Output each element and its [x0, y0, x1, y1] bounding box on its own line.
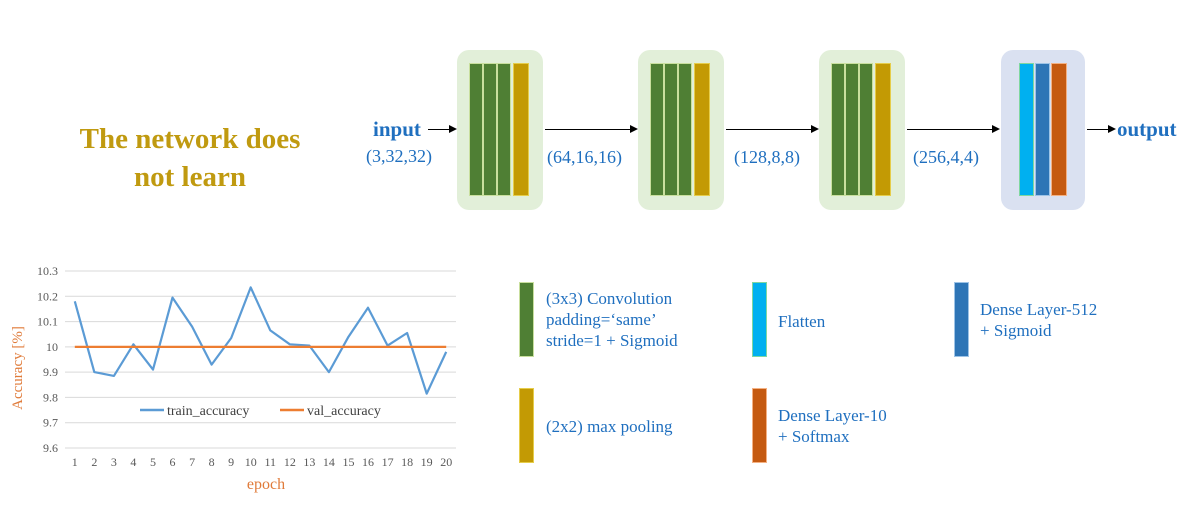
- x-tick-label: 10: [245, 455, 257, 469]
- shape-label-2: (128,8,8): [734, 147, 800, 167]
- legend-label-train_accuracy: train_accuracy: [167, 404, 249, 419]
- y-tick-label: 10: [46, 340, 58, 354]
- x-tick-label: 20: [440, 455, 452, 469]
- x-tick-label: 2: [91, 455, 97, 469]
- x-axis-label: epoch: [247, 476, 285, 493]
- pool-legend-text: (2x2) max pooling: [546, 416, 673, 437]
- y-tick-label: 9.6: [43, 441, 58, 455]
- arrow-3-4: [907, 125, 1000, 133]
- x-tick-label: 1: [72, 455, 78, 469]
- dense-block: [1001, 50, 1085, 210]
- conv-swatch: [519, 282, 534, 357]
- flatten-legend-line: Flatten: [778, 312, 826, 331]
- y-axis-label: Accuracy [%]: [10, 326, 26, 410]
- conv-legend-line: padding=‘same’: [546, 310, 657, 329]
- conv-layer: [859, 63, 873, 196]
- input-arrow: [428, 125, 457, 133]
- dense10-legend-line: + Softmax: [778, 427, 850, 446]
- dense10-swatch: [752, 388, 767, 463]
- chart-legend: train_accuracy val_accuracy: [140, 404, 381, 419]
- shape-label-input: (3,32,32): [366, 146, 432, 166]
- x-tick-label: 11: [264, 455, 276, 469]
- pool-layer: [694, 63, 710, 196]
- shape-label-3: (256,4,4): [913, 147, 979, 167]
- x-tick-label: 12: [284, 455, 296, 469]
- x-tick-label: 9: [228, 455, 234, 469]
- series-line-train_accuracy: [73, 286, 448, 395]
- conv-layer: [497, 63, 511, 196]
- shape-label-1: (64,16,16): [547, 147, 622, 167]
- y-tick-label: 10.3: [37, 264, 58, 278]
- conv-block-3: [819, 50, 905, 210]
- x-tick-label: 15: [342, 455, 354, 469]
- pool-layer: [513, 63, 529, 196]
- y-tick-label: 9.8: [43, 390, 58, 404]
- x-tick-label: 7: [189, 455, 195, 469]
- legend-label-val_accuracy: val_accuracy: [307, 404, 381, 419]
- x-tick-label: 18: [401, 455, 413, 469]
- x-tick-label: 3: [111, 455, 117, 469]
- output-arrow: [1087, 125, 1116, 133]
- output-label: output: [1117, 117, 1177, 141]
- flatten-layer: [1019, 63, 1034, 196]
- input-label: input: [373, 117, 421, 141]
- flatten-swatch: [752, 282, 767, 357]
- y-tick-label: 9.7: [43, 416, 58, 430]
- conv-layer: [650, 63, 664, 196]
- x-tick-label: 14: [323, 455, 335, 469]
- conv-layer: [831, 63, 845, 196]
- chart-grid: [65, 270, 456, 449]
- dense10-legend-line: Dense Layer-10: [778, 406, 887, 425]
- y-tick-label: 10.1: [37, 315, 58, 329]
- chart-series: [73, 286, 448, 395]
- y-tick-labels: 9.6 9.7 9.8 9.9 10 10.1 10.2 10.3: [37, 264, 58, 455]
- x-tick-label: 4: [130, 455, 136, 469]
- conv-layer: [469, 63, 483, 196]
- conv-layer: [845, 63, 859, 196]
- x-tick-label: 5: [150, 455, 156, 469]
- dense512-legend-line: Dense Layer-512: [980, 300, 1098, 319]
- flatten-legend-text: Flatten: [778, 311, 825, 332]
- dense512-swatch: [954, 282, 969, 357]
- pool-legend-line: (2x2) max pooling: [546, 417, 673, 436]
- arrow-2-3: [726, 125, 819, 133]
- conv-legend-text: (3x3) Convolution padding=‘same’ stride=…: [546, 288, 678, 351]
- conv-layer: [678, 63, 692, 196]
- headline: The network does not learn: [40, 120, 340, 196]
- dense-10-layer: [1051, 63, 1067, 196]
- conv-block-2: [638, 50, 724, 210]
- x-tick-label: 19: [421, 455, 433, 469]
- arrow-1-2: [545, 125, 638, 133]
- x-tick-label: 16: [362, 455, 374, 469]
- y-tick-label: 10.2: [37, 289, 58, 303]
- conv-layer: [664, 63, 678, 196]
- dense512-legend-line: + Sigmoid: [980, 321, 1052, 340]
- x-tick-label: 6: [170, 455, 176, 469]
- dense-512-layer: [1035, 63, 1050, 196]
- y-tick-label: 9.9: [43, 365, 58, 379]
- x-tick-label: 17: [382, 455, 394, 469]
- pool-layer: [875, 63, 891, 196]
- conv-block-1: [457, 50, 543, 210]
- conv-legend-line: (3x3) Convolution: [546, 289, 673, 308]
- headline-line-1: The network does: [79, 123, 301, 155]
- x-tick-label: 13: [303, 455, 315, 469]
- pool-swatch: [519, 388, 534, 463]
- dense512-legend-text: Dense Layer-512 + Sigmoid: [980, 299, 1097, 341]
- x-tick-labels: 1 2 3 4 5 6 7 8 9 10 11 12 13 14 15 16 17 18 19 20: [72, 455, 452, 469]
- dense10-legend-text: Dense Layer-10 + Softmax: [778, 405, 887, 447]
- conv-legend-line: stride=1 + Sigmoid: [546, 331, 678, 350]
- x-tick-label: 8: [209, 455, 215, 469]
- headline-line-2: not learn: [134, 161, 246, 193]
- conv-layer: [483, 63, 497, 196]
